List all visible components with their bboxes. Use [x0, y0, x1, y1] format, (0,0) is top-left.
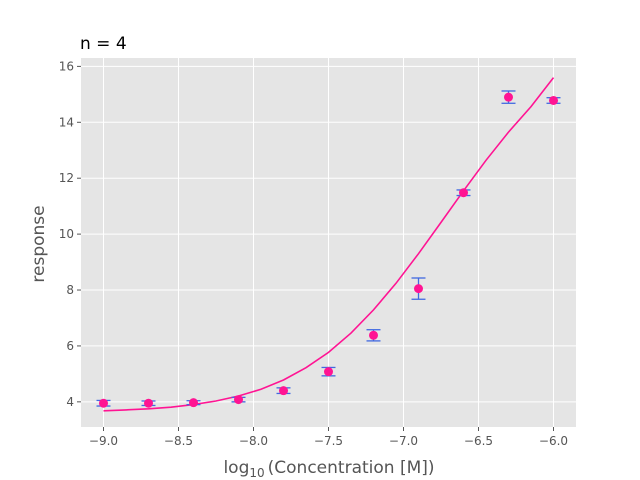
data-point [189, 398, 198, 408]
data-point [99, 398, 108, 408]
data-point [459, 188, 468, 198]
x-tick-label: −9.0 [89, 434, 118, 448]
chart-title: n = 4 [80, 34, 127, 54]
data-point [549, 95, 558, 105]
data-point [504, 92, 513, 102]
y-tick-label: 8 [66, 283, 74, 297]
data-points [99, 92, 558, 408]
y-tick-label: 6 [66, 339, 74, 353]
data-point [324, 367, 333, 377]
y-tick-label: 16 [59, 59, 74, 73]
data-point [144, 398, 153, 408]
data-point [279, 386, 288, 396]
x-tick-label: −8.5 [164, 434, 193, 448]
data-point [234, 395, 243, 405]
y-tick-label: 4 [66, 395, 74, 409]
grid-lines [81, 58, 576, 427]
data-point [414, 284, 423, 294]
x-tick-label: −7.5 [314, 434, 343, 448]
x-tick-label: −8.0 [239, 434, 268, 448]
y-tick-label: 10 [59, 227, 74, 241]
fit-curve [103, 77, 555, 412]
x-tick-label: −7.0 [389, 434, 418, 448]
y-tick-label: 12 [59, 171, 74, 185]
x-tick-label: −6.5 [464, 434, 493, 448]
y-axis-label: response [29, 205, 49, 282]
data-point [369, 330, 378, 340]
axis-ticks: −9.0 −8.5 −8.0 −7.5 −7.0 −6.5 −6.0 4 6 8 10 12 14 16 [59, 59, 568, 448]
y-tick-label: 14 [59, 115, 74, 129]
x-tick-label: −6.0 [539, 434, 568, 448]
x-axis-label: log10 (Concentration [M]) [223, 458, 434, 480]
